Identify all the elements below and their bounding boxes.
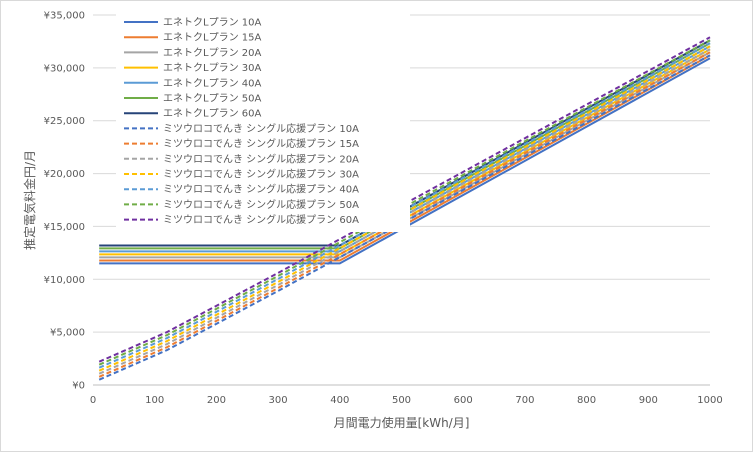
x-tick-label: 1000: [697, 395, 722, 406]
legend-background: [116, 14, 410, 232]
y-tick-label: ¥35,000: [44, 11, 85, 22]
y-tick-label: ¥0: [72, 381, 85, 392]
legend-label: ミツウロコでんき シングル応援プラン 60A: [163, 213, 359, 226]
legend-label: ミツウロコでんき シングル応援プラン 50A: [163, 198, 359, 211]
series-line-8: [98, 54, 711, 381]
series-line-13: [98, 39, 711, 366]
x-tick-labels: 0 100 200 300 400 500 600 700 800 900 1000: [90, 395, 723, 406]
series-line-10: [98, 48, 711, 375]
y-axis-title: 推定電気料金円/月: [22, 150, 37, 250]
legend-label: ミツウロコでんき シングル応援プラン 15A: [163, 137, 359, 150]
x-tick-label: 800: [577, 395, 596, 406]
y-tick-labels: ¥0 ¥5,000 ¥10,000 ¥15,000 ¥20,000 ¥25,000 ¥30,…: [44, 11, 85, 392]
x-tick-label: 900: [639, 395, 658, 406]
y-tick-label: ¥30,000: [44, 63, 85, 74]
x-tick-label: 600: [454, 395, 473, 406]
legend-label: エネトクLプラン 40A: [163, 77, 261, 89]
legend: エネトクLプラン 10A エネトクLプラン 15A エネトクLプラン 20A エネトク…: [116, 14, 410, 232]
y-tick-label: ¥15,000: [44, 222, 85, 233]
x-tick-label: 500: [392, 395, 411, 406]
legend-label: ミツウロコでんき シングル応援プラン 40A: [163, 183, 359, 196]
y-tick-label: ¥10,000: [44, 275, 85, 286]
series-line-12: [98, 42, 711, 369]
series-line-2: [99, 54, 711, 262]
series-line-14: [98, 36, 711, 363]
legend-label: エネトクLプラン 15A: [163, 32, 261, 44]
legend-label: ミツウロコでんき シングル応援プラン 30A: [163, 168, 359, 181]
series-line-4: [99, 48, 711, 256]
series-line-6: [99, 42, 711, 250]
y-tick-label: ¥5,000: [50, 328, 85, 339]
legend-label: エネトクLプラン 10A: [163, 17, 261, 29]
x-axis-title: 月間電力使用量[kWh/月]: [334, 415, 470, 430]
series-line-11: [98, 45, 711, 372]
series-line-7: [99, 39, 711, 247]
legend-label: エネトクLプラン 60A: [163, 108, 261, 120]
legend-label: エネトクLプラン 30A: [163, 62, 261, 74]
series-line-9: [98, 51, 711, 378]
series-layer: [98, 36, 711, 381]
series-line-3: [99, 51, 711, 259]
x-tick-label: 100: [145, 395, 164, 406]
legend-label: エネトクLプラン 50A: [163, 93, 261, 105]
x-tick-label: 200: [207, 395, 226, 406]
x-tick-label: 700: [515, 395, 534, 406]
legend-label: ミツウロコでんき シングル応援プラン 10A: [163, 122, 359, 135]
y-tick-label: ¥25,000: [44, 116, 85, 127]
series-line-5: [99, 45, 711, 253]
series-line-1: [99, 57, 711, 265]
x-tick-label: 400: [330, 395, 349, 406]
x-tick-label: 0: [90, 395, 96, 406]
x-tick-label: 300: [269, 395, 288, 406]
legend-label: ミツウロコでんき シングル応援プラン 20A: [163, 152, 359, 165]
legend-label: エネトクLプラン 20A: [163, 47, 261, 59]
y-tick-label: ¥20,000: [44, 169, 85, 180]
